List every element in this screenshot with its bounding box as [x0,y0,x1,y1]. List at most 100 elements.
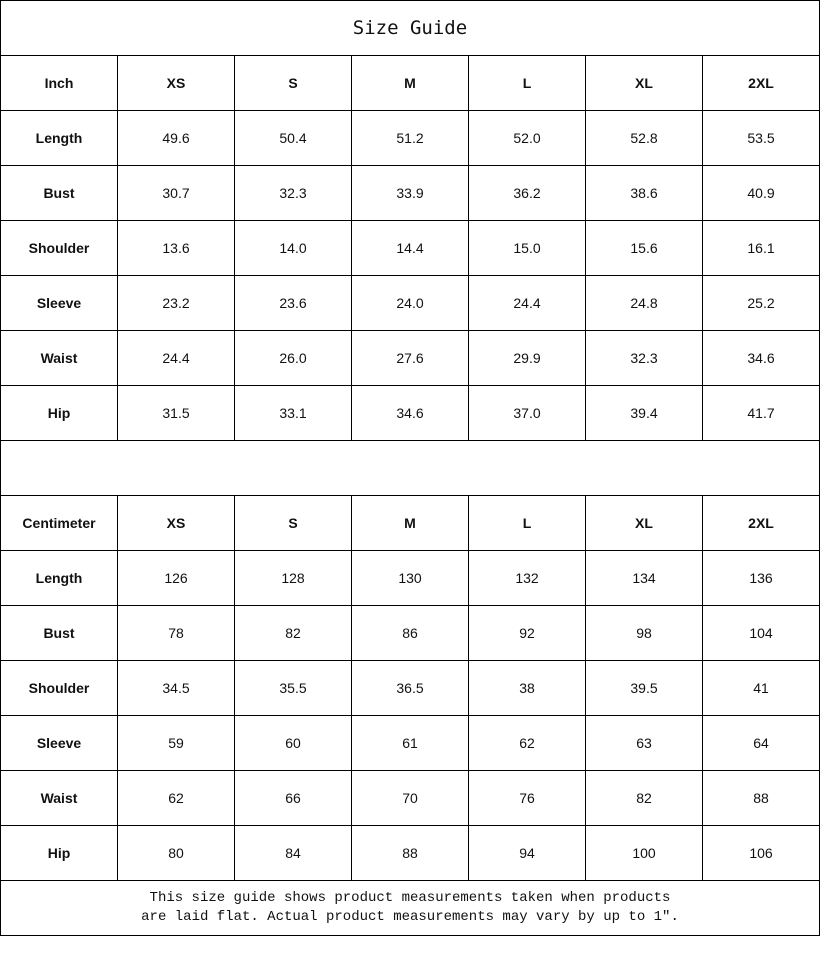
measurement-value: 126 [117,550,235,606]
measurement-value: 60 [234,715,352,771]
measurement-value: 36.5 [351,660,469,716]
measurement-value: 62 [468,715,586,771]
measurement-value: 51.2 [351,110,469,166]
measurement-value: 52.8 [585,110,703,166]
note-row: This size guide shows product measuremen… [0,880,820,936]
measurement-value: 24.8 [585,275,703,331]
measurement-label: Sleeve [0,275,118,331]
measurement-value: 33.9 [351,165,469,221]
table-row: Length 49.6 50.4 51.2 52.0 52.8 53.5 [0,110,820,166]
measurement-label: Bust [0,605,118,661]
measurement-value: 84 [234,825,352,881]
measurement-value: 32.3 [585,330,703,386]
measurement-value: 15.0 [468,220,586,276]
measurement-value: 130 [351,550,469,606]
table-row: Shoulder 13.6 14.0 14.4 15.0 15.6 16.1 [0,220,820,276]
table-row: Hip 31.5 33.1 34.6 37.0 39.4 41.7 [0,385,820,441]
measurement-value: 76 [468,770,586,826]
unit-header: Centimeter [0,495,118,551]
measurement-value: 29.9 [468,330,586,386]
measurement-value: 88 [351,825,469,881]
measurement-value: 35.5 [234,660,352,716]
measurement-value: 86 [351,605,469,661]
measurement-value: 64 [702,715,820,771]
size-header: L [468,55,586,111]
note-line: are laid flat. Actual product measuremen… [141,909,679,925]
measurement-value: 104 [702,605,820,661]
measurement-value: 100 [585,825,703,881]
measurement-value: 34.6 [351,385,469,441]
size-header: XS [117,55,235,111]
measurement-label: Shoulder [0,220,118,276]
measurement-value: 14.4 [351,220,469,276]
measurement-label: Waist [0,770,118,826]
measurement-value: 15.6 [585,220,703,276]
table-row: Waist 62 66 70 76 82 88 [0,770,820,826]
measurement-value: 94 [468,825,586,881]
measurement-value: 49.6 [117,110,235,166]
measurement-value: 41 [702,660,820,716]
measurement-value: 23.6 [234,275,352,331]
size-header: M [351,55,469,111]
table-row: Sleeve 59 60 61 62 63 64 [0,715,820,771]
measurement-label: Hip [0,385,118,441]
measurement-value: 39.4 [585,385,703,441]
measurement-note: This size guide shows product measuremen… [0,880,820,936]
table-row: Hip 80 84 88 94 100 106 [0,825,820,881]
title-row: Size Guide [0,0,820,56]
table-row: Sleeve 23.2 23.6 24.0 24.4 24.8 25.2 [0,275,820,331]
measurement-value: 34.6 [702,330,820,386]
spacer-row [0,440,820,496]
measurement-value: 50.4 [234,110,352,166]
page-title: Size Guide [0,0,820,56]
measurement-label: Bust [0,165,118,221]
table-row: Bust 78 82 86 92 98 104 [0,605,820,661]
measurement-value: 39.5 [585,660,703,716]
measurement-value: 98 [585,605,703,661]
measurement-value: 134 [585,550,703,606]
measurement-value: 80 [117,825,235,881]
measurement-value: 32.3 [234,165,352,221]
measurement-value: 128 [234,550,352,606]
measurement-value: 53.5 [702,110,820,166]
measurement-value: 31.5 [117,385,235,441]
measurement-value: 36.2 [468,165,586,221]
measurement-value: 24.4 [468,275,586,331]
measurement-value: 37.0 [468,385,586,441]
measurement-value: 40.9 [702,165,820,221]
measurement-value: 14.0 [234,220,352,276]
measurement-label: Length [0,110,118,166]
measurement-value: 78 [117,605,235,661]
measurement-value: 25.2 [702,275,820,331]
size-header: XL [585,55,703,111]
measurement-value: 41.7 [702,385,820,441]
measurement-label: Hip [0,825,118,881]
measurement-value: 62 [117,770,235,826]
measurement-value: 16.1 [702,220,820,276]
measurement-label: Shoulder [0,660,118,716]
table-row: Waist 24.4 26.0 27.6 29.9 32.3 34.6 [0,330,820,386]
measurement-value: 33.1 [234,385,352,441]
size-header: 2XL [702,495,820,551]
measurement-label: Length [0,550,118,606]
measurement-value: 88 [702,770,820,826]
measurement-value: 34.5 [117,660,235,716]
measurement-value: 82 [234,605,352,661]
measurement-value: 52.0 [468,110,586,166]
note-line: This size guide shows product measuremen… [149,890,671,906]
measurement-value: 61 [351,715,469,771]
size-header: S [234,55,352,111]
measurement-value: 24.4 [117,330,235,386]
measurement-value: 92 [468,605,586,661]
measurement-value: 26.0 [234,330,352,386]
header-row-inch: Inch XS S M L XL 2XL [0,55,820,111]
table-row: Shoulder 34.5 35.5 36.5 38 39.5 41 [0,660,820,716]
measurement-value: 38 [468,660,586,716]
size-guide-table: Size Guide Inch XS S M L XL 2XL Length 49.6 50.4 5… [0,0,820,936]
size-header: XS [117,495,235,551]
measurement-value: 38.6 [585,165,703,221]
spacer-cell [0,440,820,496]
measurement-value: 136 [702,550,820,606]
size-header: M [351,495,469,551]
measurement-label: Sleeve [0,715,118,771]
